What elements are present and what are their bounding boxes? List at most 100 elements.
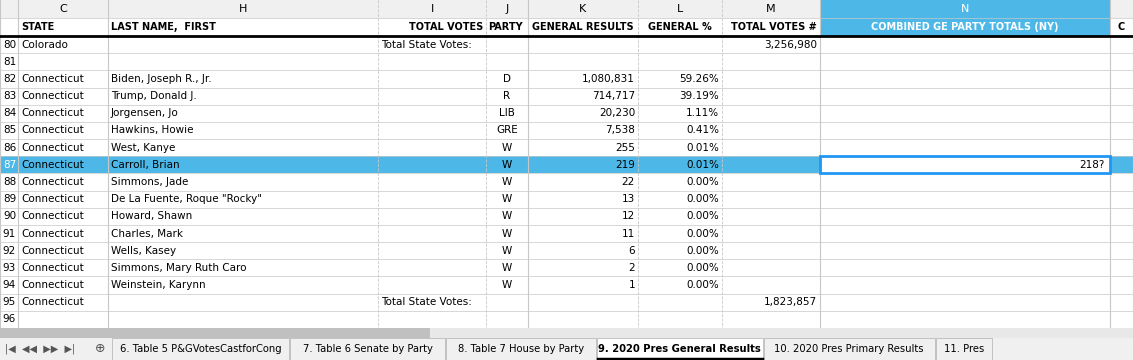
Text: 714,717: 714,717	[591, 91, 634, 101]
Text: GENERAL %: GENERAL %	[648, 22, 712, 32]
Text: Connecticut: Connecticut	[22, 211, 84, 221]
Bar	[0, 338, 1133, 360]
Text: 90: 90	[3, 211, 16, 221]
Bar	[0, 225, 1133, 242]
Text: Connecticut: Connecticut	[22, 263, 84, 273]
Text: 3,256,980: 3,256,980	[764, 40, 817, 50]
Text: L: L	[676, 4, 683, 14]
Text: Total State Votes:: Total State Votes:	[381, 40, 471, 50]
Text: 95: 95	[2, 297, 16, 307]
Text: Trump, Donald J.: Trump, Donald J.	[111, 91, 197, 101]
Text: Simmons, Jade: Simmons, Jade	[111, 177, 188, 187]
Text: Wells, Kasey: Wells, Kasey	[111, 246, 176, 256]
Text: Connecticut: Connecticut	[22, 143, 84, 153]
Text: 80: 80	[3, 40, 16, 50]
Text: Biden, Joseph R., Jr.: Biden, Joseph R., Jr.	[111, 74, 212, 84]
Text: 10. 2020 Pres Primary Results: 10. 2020 Pres Primary Results	[775, 344, 925, 354]
Text: TOTAL VOTES: TOTAL VOTES	[409, 22, 483, 32]
Text: K: K	[579, 4, 587, 14]
Text: I: I	[431, 4, 434, 14]
Text: Connecticut: Connecticut	[22, 74, 84, 84]
Text: 81: 81	[2, 57, 16, 67]
Text: 1,823,857: 1,823,857	[764, 297, 817, 307]
Bar	[936, 338, 993, 360]
Text: TOTAL VOTES #: TOTAL VOTES #	[731, 22, 817, 32]
Text: 82: 82	[2, 74, 16, 84]
Text: Connecticut: Connecticut	[22, 229, 84, 239]
Bar	[0, 328, 431, 338]
Text: 1,080,831: 1,080,831	[582, 74, 634, 84]
Text: GRE: GRE	[496, 126, 518, 135]
Bar	[764, 338, 935, 360]
Text: 11: 11	[622, 229, 634, 239]
Text: M: M	[766, 4, 776, 14]
Text: Connecticut: Connecticut	[22, 108, 84, 118]
Text: 0.00%: 0.00%	[687, 246, 719, 256]
Text: R: R	[503, 91, 511, 101]
Text: 7,538: 7,538	[605, 126, 634, 135]
Bar	[0, 122, 1133, 139]
Text: GENERAL RESULTS: GENERAL RESULTS	[533, 22, 633, 32]
Text: 0.00%: 0.00%	[687, 280, 719, 290]
Text: ⊕: ⊕	[95, 342, 105, 356]
Bar	[820, 156, 1110, 174]
Text: LIB: LIB	[499, 108, 514, 118]
Text: Hawkins, Howie: Hawkins, Howie	[111, 126, 194, 135]
Text: W: W	[502, 229, 512, 239]
Text: Weinstein, Karynn: Weinstein, Karynn	[111, 280, 205, 290]
Text: 2: 2	[629, 263, 634, 273]
Text: 93: 93	[2, 263, 16, 273]
Text: 22: 22	[622, 177, 634, 187]
Text: Jorgensen, Jo: Jorgensen, Jo	[111, 108, 179, 118]
Bar	[0, 156, 1133, 174]
Text: 39.19%: 39.19%	[680, 91, 719, 101]
Text: 0.01%: 0.01%	[687, 143, 719, 153]
Text: 92: 92	[2, 246, 16, 256]
Bar	[290, 338, 445, 360]
Text: 0.00%: 0.00%	[687, 194, 719, 204]
Text: 1.11%: 1.11%	[685, 108, 719, 118]
Text: 96: 96	[2, 314, 16, 324]
Text: 91: 91	[2, 229, 16, 239]
Text: W: W	[502, 160, 512, 170]
Text: C: C	[1118, 22, 1125, 32]
Text: 12: 12	[622, 211, 634, 221]
Text: Connecticut: Connecticut	[22, 177, 84, 187]
Text: Total State Votes:: Total State Votes:	[381, 297, 471, 307]
Text: Connecticut: Connecticut	[22, 160, 84, 170]
Text: W: W	[502, 143, 512, 153]
Text: W: W	[502, 177, 512, 187]
Text: 6: 6	[629, 246, 634, 256]
Text: 1: 1	[629, 280, 634, 290]
Bar	[0, 53, 1133, 70]
Text: Connecticut: Connecticut	[22, 91, 84, 101]
Text: 11. Pres: 11. Pres	[944, 344, 985, 354]
Bar	[0, 18, 1133, 36]
Text: 0.41%: 0.41%	[685, 126, 719, 135]
Bar	[0, 105, 1133, 122]
Text: Connecticut: Connecticut	[22, 280, 84, 290]
Text: 8. Table 7 House by Party: 8. Table 7 House by Party	[458, 344, 583, 354]
Bar	[820, 18, 1110, 36]
Bar	[0, 36, 1133, 53]
Text: 88: 88	[2, 177, 16, 187]
Text: N: N	[961, 4, 969, 14]
Text: 0.00%: 0.00%	[687, 229, 719, 239]
Text: D: D	[503, 74, 511, 84]
Bar	[820, 0, 1110, 18]
Bar	[0, 294, 1133, 311]
Bar	[0, 139, 1133, 156]
Text: De La Fuente, Roque "Rocky": De La Fuente, Roque "Rocky"	[111, 194, 262, 204]
Text: 87: 87	[2, 160, 16, 170]
Text: 85: 85	[2, 126, 16, 135]
Text: 7. Table 6 Senate by Party: 7. Table 6 Senate by Party	[303, 344, 433, 354]
Text: H: H	[239, 4, 247, 14]
Bar	[0, 190, 1133, 208]
Text: Connecticut: Connecticut	[22, 297, 84, 307]
Text: J: J	[505, 4, 509, 14]
Text: W: W	[502, 263, 512, 273]
Text: Simmons, Mary Ruth Caro: Simmons, Mary Ruth Caro	[111, 263, 247, 273]
Text: Carroll, Brian: Carroll, Brian	[111, 160, 180, 170]
Text: 86: 86	[2, 143, 16, 153]
Text: 0.00%: 0.00%	[687, 177, 719, 187]
